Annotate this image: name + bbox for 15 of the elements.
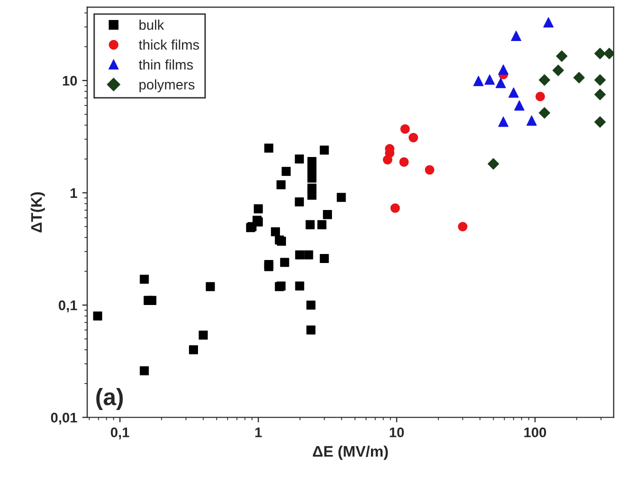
y-tick-label: 0,01 — [51, 412, 78, 425]
y-tick-label: 0,1 — [58, 300, 78, 312]
legend-label: bulk — [140, 20, 164, 30]
y-tick-label: 1 — [70, 188, 78, 198]
y-tick-label: 10 — [62, 76, 77, 86]
annotation: (a) — [96, 388, 123, 410]
legend-label: thin films — [138, 59, 193, 70]
x-tick-label: 0,1 — [110, 427, 130, 440]
x-tick-label: 10 — [390, 427, 404, 438]
legend-label: polymers — [140, 79, 194, 92]
x-tick-label: 100 — [524, 427, 546, 438]
x-tick-label: 1 — [255, 428, 262, 438]
legend-label: thick films — [138, 40, 200, 50]
y-axis-title: ΔT(K) — [30, 192, 45, 232]
x-axis-title: ΔE (MV/m) — [312, 446, 388, 460]
